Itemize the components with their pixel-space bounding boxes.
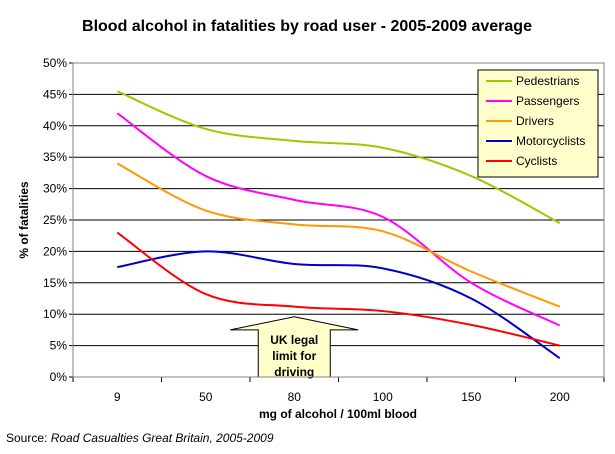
- annotation: UK legal limit for driving: [230, 316, 359, 379]
- x-tick-label: 100: [373, 390, 393, 404]
- y-tick-label: 10%: [43, 307, 67, 321]
- x-axis: 9 50 80 100 150 200: [72, 377, 605, 404]
- y-tick-label: 0%: [50, 370, 68, 384]
- chart-title: Blood alcohol in fatalities by road user…: [82, 18, 532, 35]
- source-prefix: Source:: [6, 431, 51, 445]
- legend-label-pedestrians: Pedestrians: [516, 74, 579, 88]
- legend-label-cyclists: Cyclists: [516, 154, 557, 168]
- legend-box: [477, 69, 599, 178]
- series-line-drivers: [116, 162, 561, 308]
- plot-border: [72, 62, 605, 378]
- y-tick-label: 35%: [43, 150, 67, 164]
- series-lines: [116, 90, 561, 359]
- y-tick-label: 50%: [43, 56, 67, 70]
- annotation-text: limit for: [272, 349, 316, 363]
- y-tick-label: 30%: [43, 182, 67, 196]
- y-tick-label: 40%: [43, 119, 67, 133]
- source-text: Road Casualties Great Britain, 2005-2009: [50, 431, 274, 445]
- annotation-text: UK legal: [270, 333, 318, 347]
- y-tick-label: 20%: [43, 244, 67, 258]
- series-line-passengers: [116, 112, 561, 327]
- x-axis-title: mg of alcohol / 100ml blood: [259, 407, 417, 421]
- annotation-text: driving: [274, 365, 314, 379]
- legend-label-drivers: Drivers: [516, 114, 554, 128]
- legend: Pedestrians Passengers Drivers Motorcyclist…: [477, 69, 599, 178]
- legend-label-motorcyclists: Motorcyclists: [516, 134, 585, 148]
- series-line-motorcyclists: [117, 250, 561, 359]
- y-tick-label: 5%: [50, 339, 68, 353]
- y-axis: 0% 5% 10% 15% 20% 25% 30% 35% 40% 45% 50%: [43, 56, 73, 384]
- source-note: Source: Road Casualties Great Britain, 2…: [6, 431, 274, 445]
- legend-label-passengers: Passengers: [516, 94, 579, 108]
- x-tick-label: 200: [550, 390, 570, 404]
- series-line-pedestrians: [116, 90, 561, 225]
- y-tick-label: 15%: [43, 276, 67, 290]
- y-tick-label: 25%: [43, 213, 67, 227]
- x-tick-label: 50: [199, 390, 213, 404]
- y-axis-title: % of fatalities: [17, 181, 31, 259]
- series-line-cyclists: [116, 231, 560, 347]
- y-tick-label: 45%: [43, 87, 67, 101]
- x-tick-label: 80: [288, 390, 302, 404]
- x-tick-label: 9: [114, 390, 121, 404]
- x-tick-label: 150: [461, 390, 481, 404]
